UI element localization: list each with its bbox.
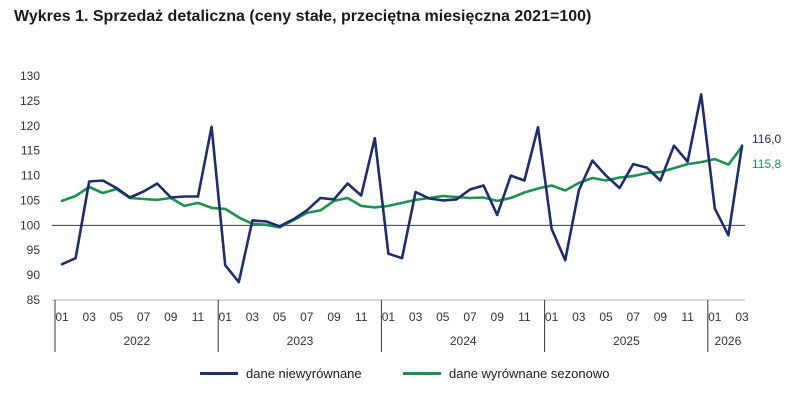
series-line-wyrownane — [60, 145, 744, 229]
x-tick-label: 01 — [219, 310, 233, 324]
y-axis-tick-labels: 85 90 95 100 105 110 115 120 125 130 — [20, 69, 40, 307]
line-chart: 85 90 95 100 105 110 115 120 125 130 01 03 05 07 09 11… — [20, 69, 781, 352]
end-label-niewyrownane: 116,0 — [752, 132, 781, 146]
x-tick-label: 03 — [572, 310, 586, 324]
legend-item-niewyrownane: dane niewyrównane — [200, 366, 362, 381]
x-tick-label: 09 — [491, 310, 505, 324]
legend-swatch-wyrownane — [403, 372, 441, 375]
y-tick-label: 100 — [20, 218, 40, 232]
y-tick-label: 115 — [21, 144, 40, 158]
y-tick-label: 95 — [27, 243, 41, 257]
legend: dane niewyrównane dane wyrównane sezonow… — [0, 366, 791, 386]
x-tick-label: 01 — [708, 310, 722, 324]
year-label: 2023 — [287, 334, 314, 348]
x-tick-label: 11 — [355, 310, 368, 324]
series-lines — [60, 93, 744, 284]
y-tick-label: 120 — [20, 119, 40, 133]
y-tick-label: 105 — [20, 193, 40, 207]
y-tick-label: 85 — [27, 293, 41, 307]
y-tick-label: 125 — [20, 94, 40, 108]
legend-item-wyrownane: dane wyrównane sezonowo — [403, 366, 609, 381]
year-label: 2022 — [123, 334, 150, 348]
x-tick-label: 09 — [164, 310, 178, 324]
end-label-wyrownane: 115,8 — [752, 157, 781, 171]
x-tick-label: 03 — [735, 310, 749, 324]
legend-label-niewyrownane: dane niewyrównane — [246, 366, 362, 381]
year-label: 2024 — [450, 334, 477, 348]
x-tick-label: 09 — [327, 310, 341, 324]
x-tick-label: 07 — [137, 310, 151, 324]
chart-title: Wykres 1. Sprzedaż detaliczna (ceny stał… — [14, 8, 592, 25]
year-label: 2026 — [715, 334, 742, 348]
x-tick-label: 01 — [55, 310, 69, 324]
x-tick-label: 07 — [627, 310, 641, 324]
x-tick-label: 05 — [110, 310, 124, 324]
legend-swatch-niewyrownane — [200, 372, 238, 375]
legend-label-wyrownane: dane wyrównane sezonowo — [449, 366, 610, 381]
x-tick-label: 03 — [246, 310, 260, 324]
x-tick-label: 05 — [273, 310, 287, 324]
x-tick-label: 11 — [518, 310, 531, 324]
y-tick-label: 110 — [21, 169, 40, 183]
year-label: 2025 — [613, 334, 640, 348]
end-labels: 116,0 115,8 — [752, 132, 781, 171]
x-tick-label: 05 — [436, 310, 450, 324]
x-tick-label: 11 — [681, 310, 694, 324]
x-tick-label: 01 — [382, 310, 396, 324]
y-tick-label: 90 — [27, 268, 41, 282]
y-tick-label: 130 — [20, 69, 40, 83]
x-tick-label: 05 — [599, 310, 613, 324]
x-tick-label: 07 — [463, 310, 477, 324]
x-tick-label: 03 — [83, 310, 97, 324]
x-tick-label: 11 — [192, 310, 205, 324]
x-tick-label: 03 — [409, 310, 423, 324]
x-tick-label: 01 — [545, 310, 559, 324]
x-tick-label: 09 — [654, 310, 668, 324]
series-line-niewyrownane — [60, 93, 744, 284]
x-axis: 01 03 05 07 09 11 01 03 05 07 09 11 01 03 05 07 09 11 01 03… — [54, 300, 749, 352]
x-tick-label: 07 — [300, 310, 314, 324]
